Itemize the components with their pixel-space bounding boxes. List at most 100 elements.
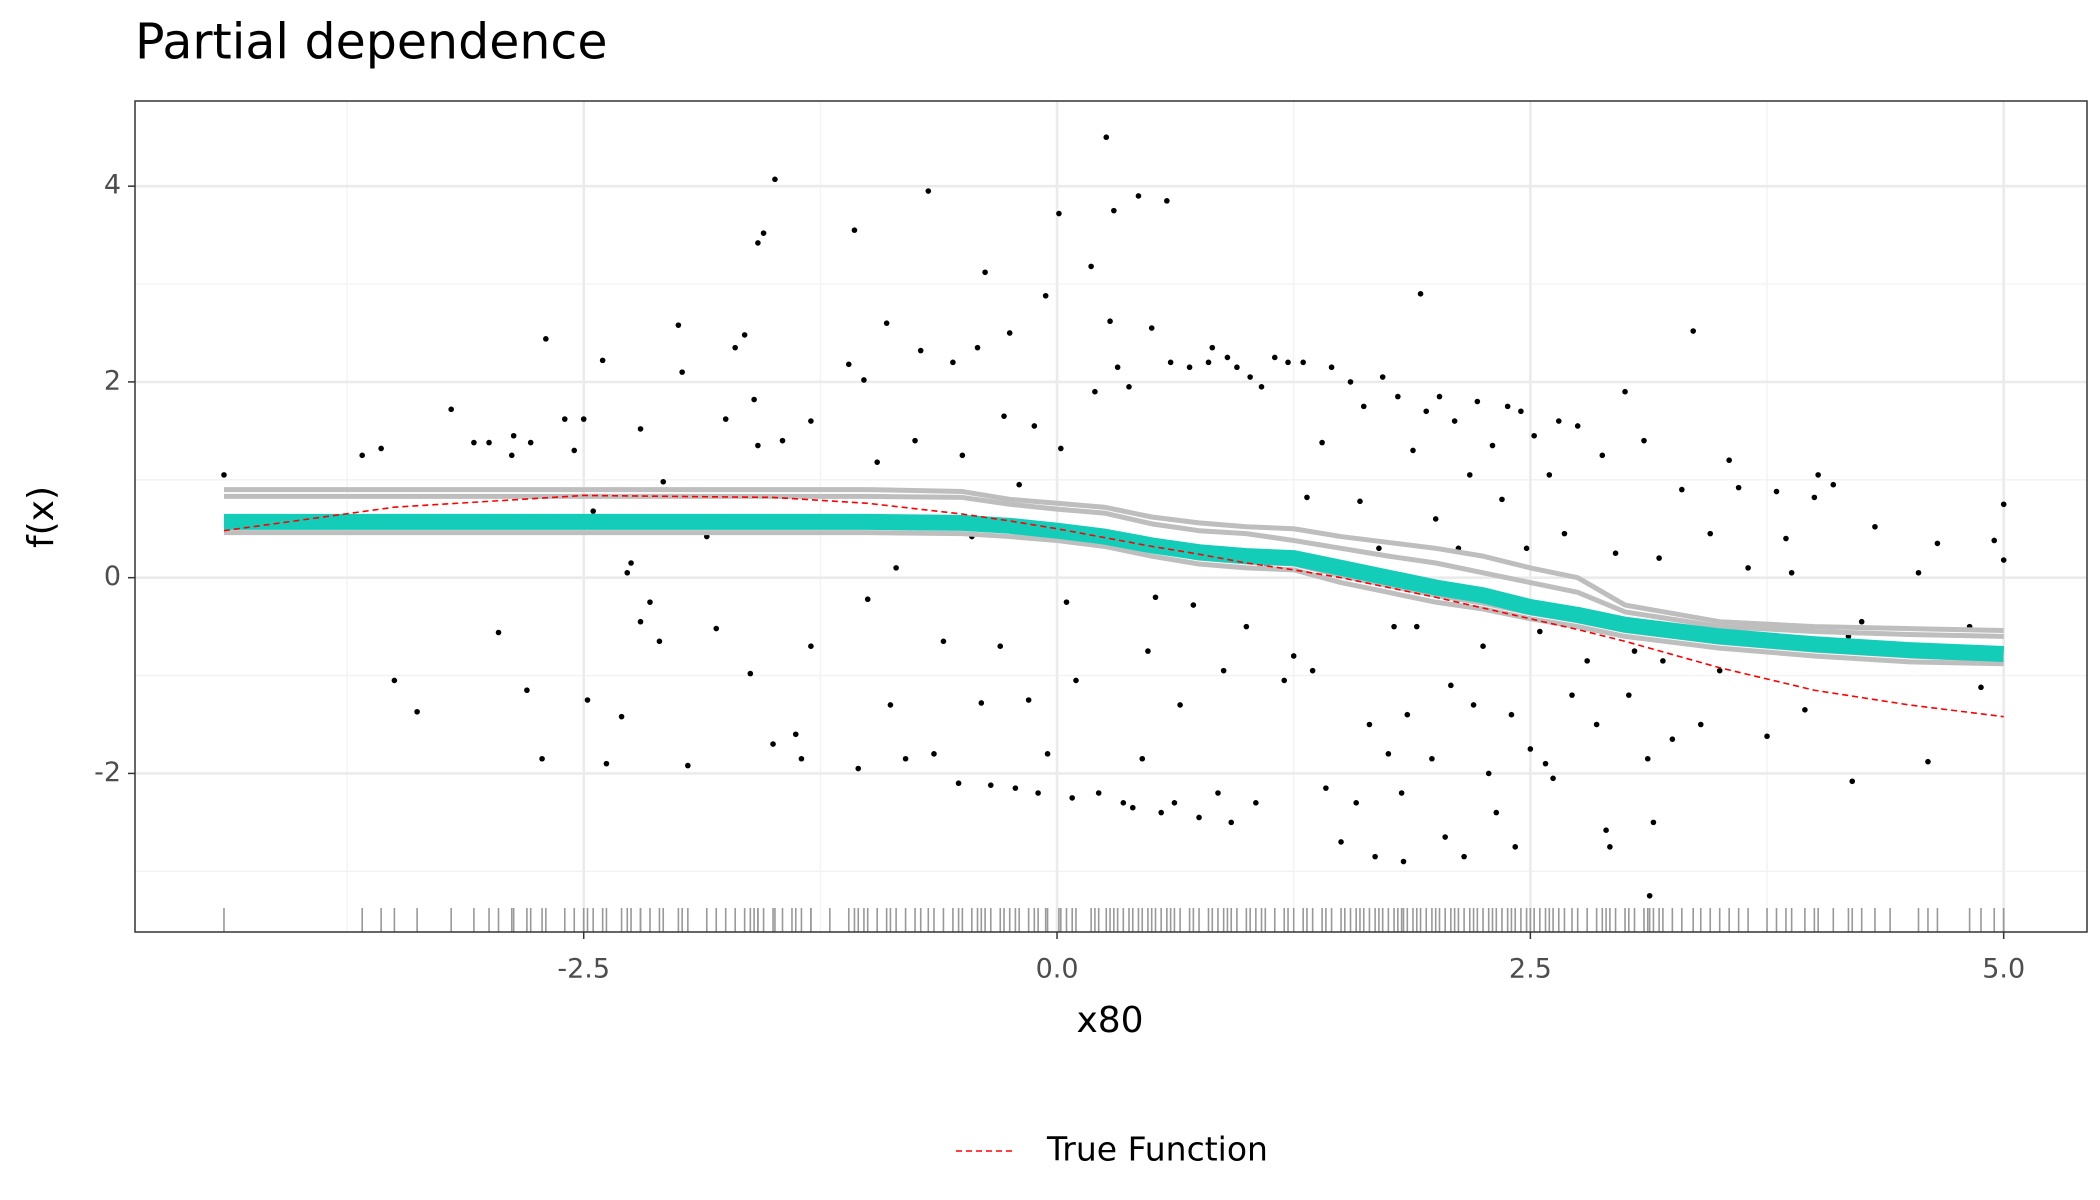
point [883,320,890,326]
point [1044,751,1051,757]
point [1400,858,1407,865]
point [1925,758,1931,765]
point [1107,318,1113,325]
point [959,452,966,459]
point [1413,623,1420,630]
grid [135,101,2087,932]
point [1508,711,1515,718]
point [543,336,549,342]
point [713,625,720,632]
point [1186,364,1193,371]
point [539,755,545,762]
point [1167,359,1174,366]
point [893,565,899,571]
point [940,638,947,645]
point [1056,210,1062,217]
x-tick-label: 5.0 [1982,954,2025,985]
chart-title: Partial dependence [135,14,608,71]
point [808,643,814,649]
point [221,472,227,478]
point [931,751,937,757]
point [887,702,894,708]
point [1177,702,1183,708]
point [1088,263,1094,270]
point [1376,545,1382,552]
point [1404,711,1411,718]
point [779,437,786,444]
point [1120,799,1127,806]
point [1461,853,1467,860]
point [1309,667,1316,674]
point [950,359,956,366]
point [1234,364,1240,371]
point [624,569,631,576]
point [902,755,909,762]
point [1707,530,1714,537]
point [808,418,814,424]
x-tick-label: -2.5 [557,954,610,985]
point [1145,648,1151,654]
point [1152,594,1159,601]
point [590,508,596,514]
point [1773,488,1780,495]
point [1025,697,1032,703]
scatter-points [221,134,2007,932]
point [1353,799,1359,806]
point [1716,667,1723,674]
point [1385,751,1392,757]
point [925,188,932,194]
point [874,459,880,465]
point [1641,437,1647,444]
point [997,643,1004,649]
point [1395,393,1401,400]
point [1319,439,1325,446]
point [1016,481,1022,488]
point [1224,354,1231,361]
point [1690,328,1696,334]
series-line [223,530,2004,667]
point [1978,684,1984,691]
point [1593,721,1600,728]
point [1815,472,1821,478]
point [1489,442,1496,449]
point [1474,398,1481,405]
point [1569,692,1575,698]
point [982,269,988,276]
point [1626,692,1632,698]
point [1031,423,1038,429]
point [584,697,591,703]
point [1148,325,1155,331]
point [741,332,748,338]
point [1247,374,1253,380]
y-axis-title: f(x) [21,486,62,548]
point [1323,785,1329,791]
point [864,596,871,603]
point [647,599,653,605]
point [1546,472,1553,478]
point [861,377,867,383]
point [1379,374,1386,380]
point [679,369,685,375]
point [1669,736,1676,742]
point [1012,785,1019,791]
point [703,533,710,540]
point [1485,770,1492,777]
point [747,670,754,677]
x-axis-title: x80 [1076,1000,1143,1041]
point [660,478,667,485]
point [580,416,587,422]
point [1429,755,1435,762]
point [1196,814,1202,821]
point [955,780,962,787]
point [628,560,634,566]
series-line [223,487,2004,634]
point [471,439,477,446]
point [1205,359,1212,366]
point [1271,354,1278,361]
point [1357,498,1363,505]
point [987,782,994,788]
point [1745,565,1751,571]
point [1788,569,1795,576]
